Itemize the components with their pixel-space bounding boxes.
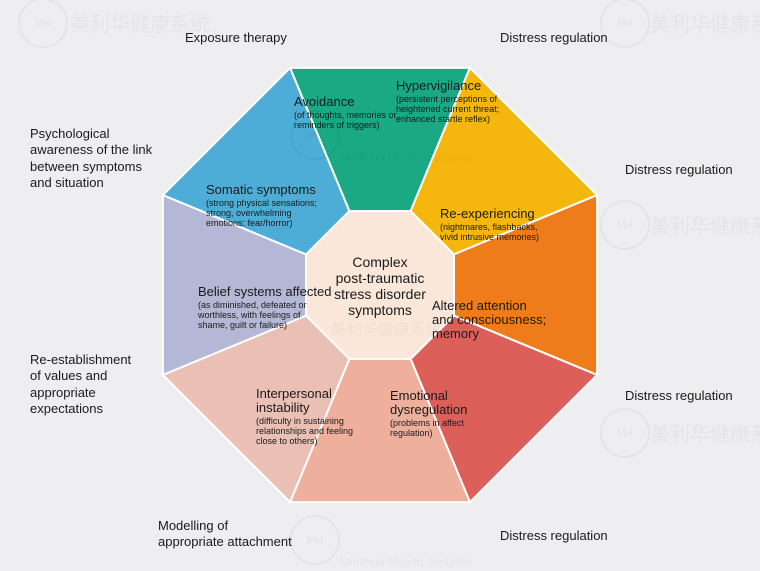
outer-label-reexperiencing: Distress regulation (625, 162, 733, 178)
outer-label-beliefs: Re-establishmentof values andappropriate… (30, 352, 131, 417)
outer-label-avoidance: Exposure therapy (185, 30, 287, 46)
outer-label-interpersonal: Modelling ofappropriate attachment (158, 518, 292, 551)
outer-label-emotional: Distress regulation (500, 528, 608, 544)
outer-label-hypervigilance: Distress regulation (500, 30, 608, 46)
outer-label-attention: Distress regulation (625, 388, 733, 404)
segment-label-reexperiencing: Re-experiencing(nightmares, flashbacks,v… (440, 206, 539, 242)
octagon-diagram: Complexpost-traumaticstress disordersymp… (0, 0, 760, 571)
outer-label-somatic: Psychologicalawareness of the linkbetwee… (30, 126, 152, 191)
